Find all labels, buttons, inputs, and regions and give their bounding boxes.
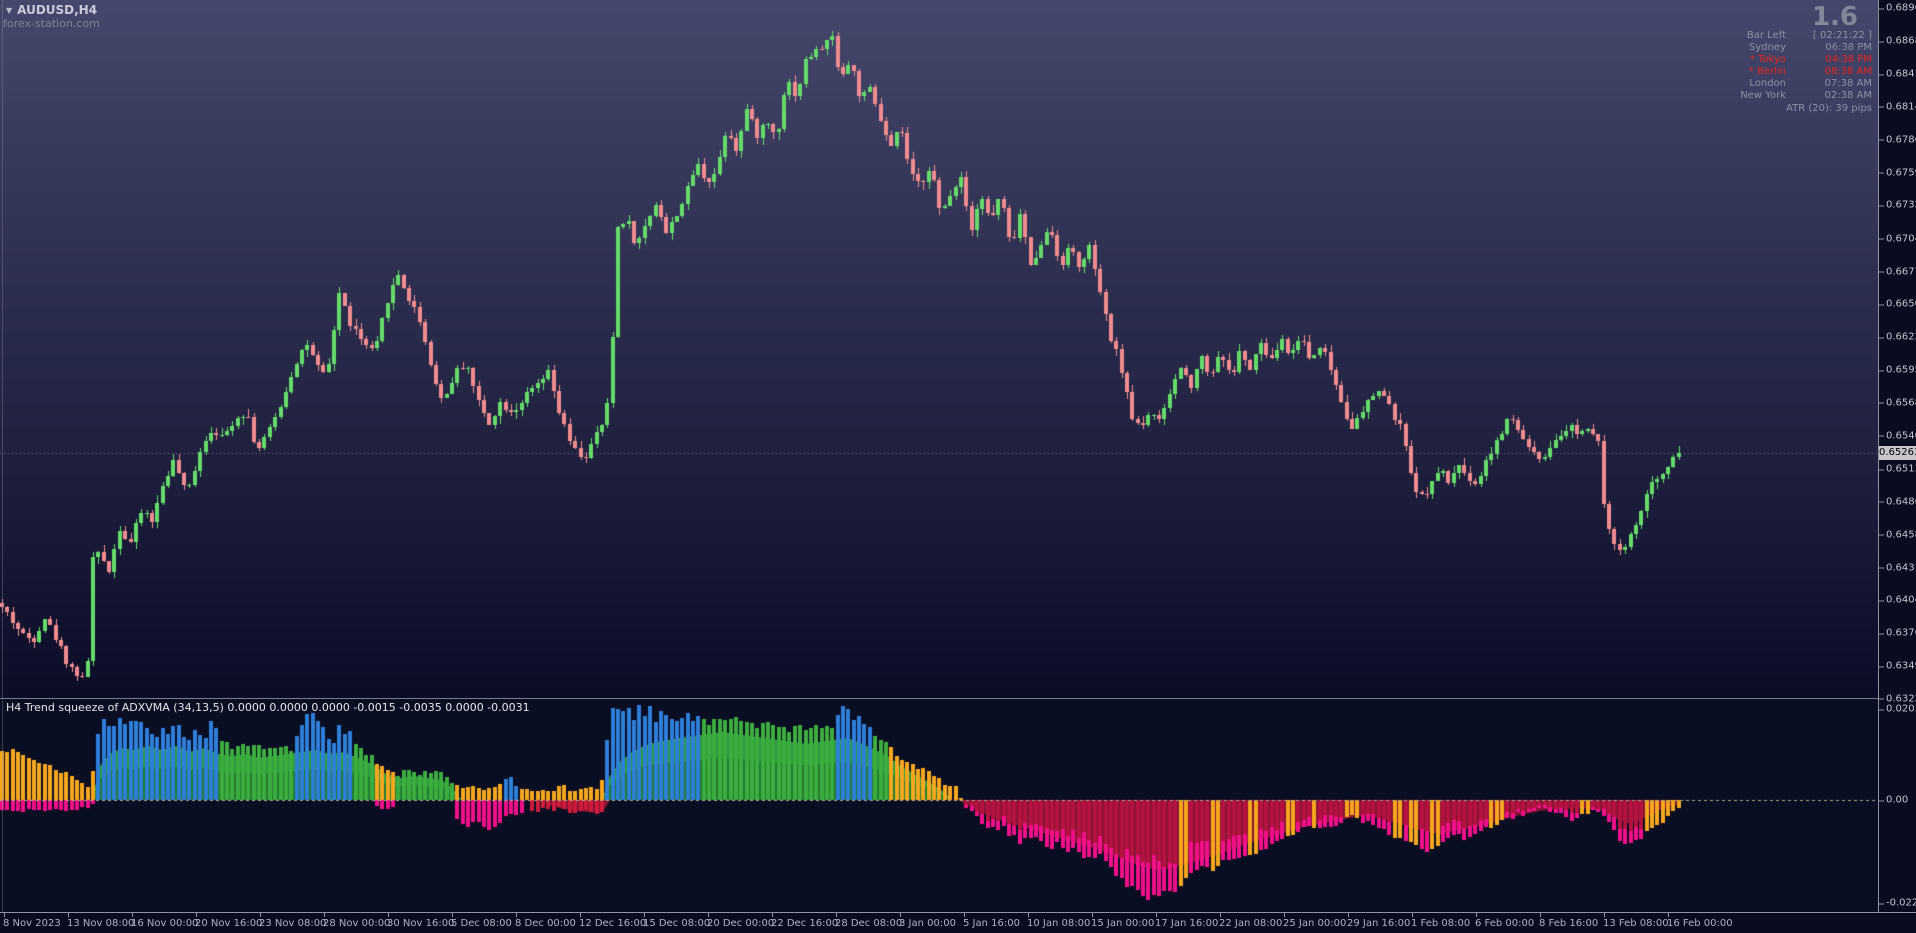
session-row-label: New York: [1740, 90, 1786, 101]
session-row-label: * Tokyo: [1749, 54, 1786, 65]
price-axis-label: 0.64310: [1878, 562, 1916, 573]
session-row-value: [ 02:21:22 ]: [1812, 30, 1872, 41]
time-axis-label: 5 Dec 08:00: [451, 912, 512, 929]
price-axis-label: 0.68140: [1878, 101, 1916, 112]
time-axis-label: 28 Nov 00:00: [323, 912, 391, 929]
price-axis-label: 0.63490: [1878, 661, 1916, 672]
session-row-label: Bar Left: [1746, 30, 1786, 41]
time-axis-label: 3 Jan 00:00: [899, 912, 956, 929]
price-axis-label: 0.63765: [1878, 628, 1916, 639]
session-row-value: 02:38 AM: [1824, 90, 1872, 101]
session-info-panel: 1.6 Bar Left[ 02:21:22 ] Sydney 06:38 PM * …: [1740, 4, 1872, 115]
time-axis-label: 8 Feb 16:00: [1539, 912, 1599, 929]
time-axis-label: 16 Nov 00:00: [131, 912, 199, 929]
chart-left-guide-line: [2, 0, 3, 912]
time-axis-label: 30 Nov 16:00: [387, 912, 455, 929]
time-axis-label: 1 Feb 08:00: [1411, 912, 1471, 929]
price-axis-label: 0.63220: [1878, 693, 1916, 704]
atr-label: ATR (20): 39 pips: [1786, 103, 1872, 114]
chevron-down-icon[interactable]: ▼: [6, 5, 13, 15]
time-axis-label: 28 Dec 08:00: [835, 912, 903, 929]
price-axis-label: 0.68685: [1878, 36, 1916, 47]
time-axis-label: 5 Jan 16:00: [963, 912, 1020, 929]
time-axis-label: 10 Jan 08:00: [1027, 912, 1091, 929]
price-axis-label: 0.67865: [1878, 134, 1916, 145]
price-axis-label: 0.65130: [1878, 464, 1916, 475]
session-row-label: Sydney: [1748, 42, 1786, 53]
time-axis-label: 29 Jan 16:00: [1347, 912, 1411, 929]
time-axis-label: 13 Feb 08:00: [1603, 912, 1669, 929]
session-rows: Bar Left[ 02:21:22 ] Sydney 06:38 PM * Toky…: [1740, 30, 1872, 102]
session-row: London 07:38 AM: [1740, 78, 1872, 90]
price-axis-label: 0.68410: [1878, 69, 1916, 80]
session-row: * Tokyo 04:38 PM: [1740, 54, 1872, 66]
price-axis-label: 0.67045: [1878, 233, 1916, 244]
session-row: New York 02:38 AM: [1740, 90, 1872, 102]
session-row-value: 06:38 PM: [1825, 42, 1872, 53]
indicator-axis-label: 0.0203: [1879, 704, 1916, 715]
price-axis-label: 0.64040: [1878, 595, 1916, 606]
time-axis-label: 25 Jan 00:00: [1283, 912, 1347, 929]
session-row-value: 08:38 AM: [1824, 66, 1872, 77]
pane-separator[interactable]: [0, 698, 1878, 699]
time-axis-label: 20 Dec 00:00: [707, 912, 775, 929]
symbol-title[interactable]: ▼ AUDUSD,H4: [6, 3, 97, 17]
price-axis-label: 0.66770: [1878, 266, 1916, 277]
price-axis-label: 0.65405: [1878, 430, 1916, 441]
candlestick-chart-canvas[interactable]: [0, 0, 1878, 699]
price-axis-label: 0.64585: [1878, 529, 1916, 540]
watermark-label: forex-station.com: [3, 17, 100, 30]
price-axis-label: 0.68960: [1878, 3, 1916, 14]
price-axis-label: 0.66500: [1878, 299, 1916, 310]
indicator-title: H4 Trend squeeze of ADXVMA (34,13,5) 0.0…: [6, 701, 530, 714]
time-axis-label: 15 Dec 08:00: [643, 912, 711, 929]
time-axis-label: 13 Nov 08:00: [67, 912, 135, 929]
time-axis-label: 8 Dec 00:00: [515, 912, 576, 929]
session-row-label: * Berlin: [1748, 66, 1786, 77]
price-axis-label: 0.65680: [1878, 397, 1916, 408]
time-axis-label: 22 Dec 16:00: [771, 912, 839, 929]
time-axis-label: 17 Jan 16:00: [1155, 912, 1219, 929]
current-price-box: 0.65263: [1879, 446, 1916, 460]
indicator-axis-label: 0.00: [1878, 794, 1909, 806]
session-row-value: 04:38 PM: [1825, 54, 1872, 65]
price-axis-label: 0.67590: [1878, 167, 1916, 178]
time-axis[interactable]: 8 Nov 2023 13 Nov 08:00 16 Nov 00:00 20 Nov…: [0, 912, 1916, 933]
price-axis-label: 0.66225: [1878, 332, 1916, 343]
price-axis-label: 0.65950: [1878, 365, 1916, 376]
time-axis-label: 23 Nov 08:00: [259, 912, 327, 929]
session-row-value: 07:38 AM: [1824, 78, 1872, 89]
time-axis-label: 16 Feb 00:00: [1667, 912, 1733, 929]
spread-big-value: 1.6: [1811, 2, 1858, 32]
time-axis-label: 12 Dec 16:00: [579, 912, 647, 929]
time-axis-label: 6 Feb 00:00: [1475, 912, 1535, 929]
time-axis-label: 20 Nov 16:00: [195, 912, 263, 929]
indicator-histogram-canvas[interactable]: [0, 699, 1878, 912]
indicator-axis-label: -0.0223: [1879, 898, 1916, 909]
session-row: Sydney 06:38 PM: [1740, 42, 1872, 54]
time-axis-label: 22 Jan 08:00: [1219, 912, 1283, 929]
price-axis-label: 0.64860: [1878, 496, 1916, 507]
time-axis-label: 15 Jan 00:00: [1091, 912, 1155, 929]
session-row-label: London: [1749, 78, 1786, 89]
session-row: Bar Left [ 02:21:22 ]: [1740, 30, 1872, 42]
price-axis-label: 0.67320: [1878, 200, 1916, 211]
time-axis-label: 8 Nov 2023: [3, 912, 61, 929]
symbol-label: AUDUSD,H4: [17, 3, 98, 17]
session-row: * Berlin 08:38 AM: [1740, 66, 1872, 78]
